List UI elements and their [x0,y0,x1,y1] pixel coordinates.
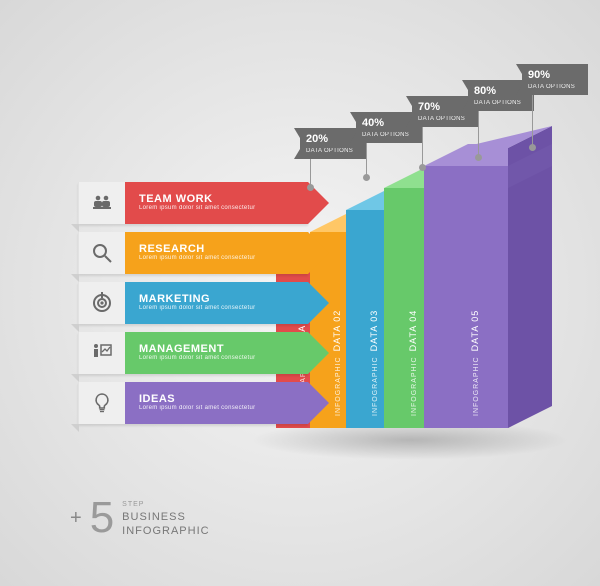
callout-stick [422,127,423,169]
callout-dot [529,144,536,151]
banner-team-work: TEAM WORKLorem ipsum dolor sit amet cons… [78,182,308,224]
paper-fold [71,374,79,382]
banner-sub: Lorem ipsum dolor sit amet consectetur [139,205,308,213]
vlabel-2: INFOGRAPHICDATA 02 [332,310,342,416]
callout-dot [475,154,482,161]
footer-number: 5 [90,496,114,540]
paper-fold [71,274,79,282]
callout-dot [307,184,314,191]
banner-title: RESEARCH [139,243,308,255]
banner-marketing: MARKETINGLorem ipsum dolor sit amet cons… [78,282,308,324]
vlabel-3: INFOGRAPHICDATA 03 [369,310,379,416]
paper-fold [71,324,79,332]
banner-title: MANAGEMENT [139,343,308,355]
search-icon [79,232,125,274]
target-icon [79,282,125,324]
callout-opt: DATA OPTIONS [528,84,575,90]
banner-title: IDEAS [139,393,308,405]
banner-management: MANAGEMENTLorem ipsum dolor sit amet con… [78,332,308,374]
callout-dot [363,174,370,181]
banner-sub: Lorem ipsum dolor sit amet consectetur [139,255,308,263]
paper-fold [71,224,79,232]
callout-5: 90% DATA OPTIONS [522,64,588,95]
callout-opt: DATA OPTIONS [306,148,353,154]
bulb-icon [79,382,125,424]
banner-flag: IDEASLorem ipsum dolor sit amet consecte… [125,382,308,424]
banner-flag: MARKETINGLorem ipsum dolor sit amet cons… [125,282,308,324]
banner-flag: RESEARCHLorem ipsum dolor sit amet conse… [125,232,308,274]
banner-flag: TEAM WORKLorem ipsum dolor sit amet cons… [125,182,308,224]
banner-sub: Lorem ipsum dolor sit amet consectetur [139,405,308,413]
callout-opt: DATA OPTIONS [474,100,521,106]
infographic-stage: INFOGRAPHICDATA 01 INFOGRAPHICDATA 02 IN… [0,0,600,586]
banner-sub: Lorem ipsum dolor sit amet consectetur [139,305,308,313]
vlabel-5: INFOGRAPHICDATA 05 [470,310,480,416]
callout-pct: 90% [528,69,582,81]
banner-ideas: IDEASLorem ipsum dolor sit amet consecte… [78,382,308,424]
banner-sub: Lorem ipsum dolor sit amet consectetur [139,355,308,363]
callout-opt: DATA OPTIONS [362,132,409,138]
callout-stick [532,95,533,149]
team-icon [79,182,125,224]
footer-title: + 5 STEP BUSINESS INFOGRAPHIC [70,496,210,540]
banner-title: TEAM WORK [139,193,308,205]
footer-text: STEP BUSINESS INFOGRAPHIC [122,497,209,538]
callout-stick [478,111,479,159]
banner-flag: MANAGEMENTLorem ipsum dolor sit amet con… [125,332,308,374]
callout-opt: DATA OPTIONS [418,116,465,122]
footer-plus: + [70,507,82,530]
banner-title: MARKETING [139,293,308,305]
vlabel-4: INFOGRAPHICDATA 04 [408,310,418,416]
callout-tag: 90% DATA OPTIONS [522,64,588,95]
banner-research: RESEARCHLorem ipsum dolor sit amet conse… [78,232,308,274]
present-icon [79,332,125,374]
paper-fold [71,424,79,432]
callout-dot [419,164,426,171]
